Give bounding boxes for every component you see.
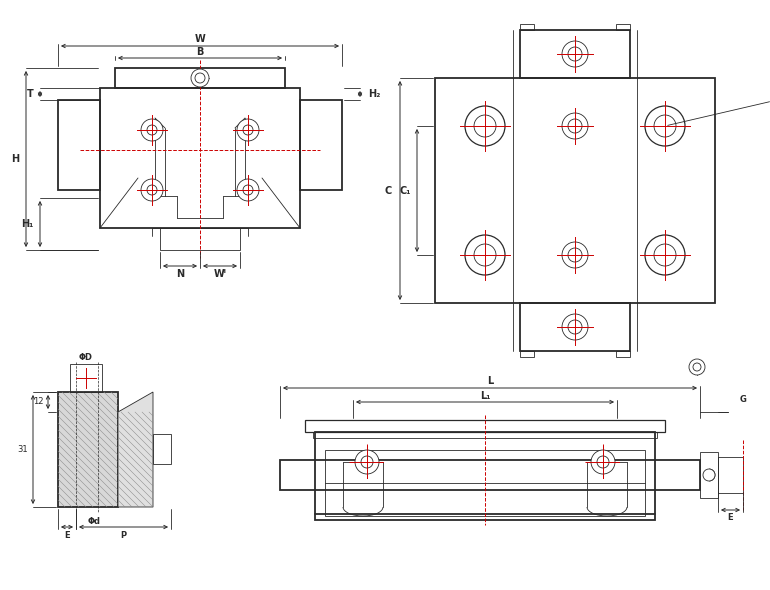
Circle shape: [562, 314, 588, 340]
Bar: [718, 457, 743, 493]
Bar: [520, 30, 630, 78]
Bar: [160, 228, 240, 250]
Circle shape: [591, 450, 615, 474]
Circle shape: [562, 41, 588, 67]
Bar: [305, 420, 665, 432]
Bar: [435, 78, 715, 303]
Circle shape: [237, 179, 259, 201]
Bar: [520, 351, 534, 357]
Bar: [300, 100, 342, 190]
Bar: [520, 24, 534, 30]
Circle shape: [474, 244, 496, 266]
Text: C: C: [385, 185, 392, 195]
Circle shape: [568, 47, 582, 61]
Circle shape: [693, 363, 701, 371]
Bar: [115, 68, 285, 88]
Bar: [325, 450, 645, 516]
Circle shape: [147, 125, 157, 135]
Bar: [58, 392, 118, 507]
Text: 6-Mx l: 6-Mx l: [668, 93, 770, 125]
Circle shape: [568, 248, 582, 262]
Text: L: L: [487, 376, 493, 386]
Bar: [520, 303, 630, 351]
Bar: [58, 100, 100, 190]
Text: Φd: Φd: [88, 517, 101, 526]
Circle shape: [645, 106, 685, 146]
Circle shape: [465, 235, 505, 275]
Text: T: T: [27, 89, 34, 99]
Circle shape: [645, 235, 685, 275]
Circle shape: [562, 113, 588, 139]
Circle shape: [597, 456, 609, 468]
Circle shape: [654, 244, 676, 266]
Bar: [315, 432, 655, 520]
Text: C₁: C₁: [400, 185, 411, 195]
Bar: [616, 24, 630, 30]
Circle shape: [703, 469, 715, 481]
Text: 31: 31: [18, 444, 28, 454]
Circle shape: [361, 456, 373, 468]
Circle shape: [191, 69, 209, 87]
Bar: [100, 88, 300, 228]
Text: W: W: [195, 34, 206, 44]
Bar: [700, 452, 718, 498]
Circle shape: [689, 359, 705, 375]
Bar: [153, 434, 171, 464]
Text: L₁: L₁: [480, 391, 490, 401]
Text: 12: 12: [34, 398, 44, 407]
Circle shape: [243, 125, 253, 135]
Circle shape: [243, 185, 253, 195]
Circle shape: [237, 119, 259, 141]
Circle shape: [568, 119, 582, 133]
Circle shape: [141, 179, 163, 201]
Text: H₁: H₁: [22, 219, 34, 229]
Bar: [313, 432, 657, 438]
Circle shape: [195, 73, 205, 83]
Circle shape: [568, 320, 582, 334]
Circle shape: [474, 115, 496, 137]
Bar: [280, 460, 700, 490]
Text: H₂: H₂: [368, 89, 380, 99]
Text: N: N: [176, 269, 184, 279]
Circle shape: [654, 115, 676, 137]
Text: B: B: [196, 47, 204, 57]
Text: E: E: [64, 530, 70, 539]
Bar: [70, 364, 102, 392]
Bar: [616, 351, 630, 357]
Text: E: E: [727, 513, 733, 523]
Text: ΦD: ΦD: [79, 352, 93, 362]
Circle shape: [465, 106, 505, 146]
Circle shape: [355, 450, 379, 474]
Circle shape: [147, 185, 157, 195]
Text: H: H: [11, 154, 19, 164]
Circle shape: [562, 242, 588, 268]
Circle shape: [141, 119, 163, 141]
Text: Wᴵ: Wᴵ: [213, 269, 226, 279]
Text: G: G: [740, 395, 747, 405]
Polygon shape: [118, 392, 153, 507]
Text: P: P: [120, 530, 126, 539]
